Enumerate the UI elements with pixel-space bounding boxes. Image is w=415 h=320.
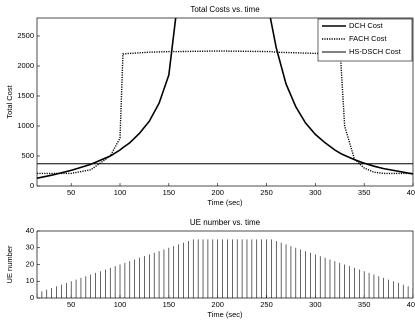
x-tick-label: 50 [67, 300, 75, 309]
x-tick-label: 50 [67, 188, 75, 197]
y-tick-label: 1500 [17, 91, 34, 100]
x-tick-label: 400 [407, 300, 415, 309]
x-tick-label: 200 [211, 300, 224, 309]
y-axis-label: UE number [5, 245, 14, 283]
x-tick-label: 300 [309, 300, 322, 309]
panel: UE number vs. time Time (sec) UE number 50 1… [5, 218, 415, 319]
x-tick-label: 400 [407, 188, 415, 197]
series-line [37, 18, 413, 179]
x-tick-label: 200 [211, 188, 224, 197]
x-tick-label: 250 [260, 300, 273, 309]
y-tick-label: 2000 [17, 61, 34, 70]
y-tick-label: 2500 [17, 31, 34, 40]
x-tick-label: 350 [358, 300, 371, 309]
y-tick-label: 40 [26, 226, 34, 235]
y-tick-label: 500 [21, 151, 34, 160]
y-tick-label: 20 [26, 259, 34, 268]
y-tick-label: 1000 [17, 121, 34, 130]
x-tick-label: 350 [358, 188, 371, 197]
x-tick-label: 100 [114, 188, 127, 197]
x-tick-label: 250 [260, 188, 273, 197]
y-axis-label: Total Cost [5, 84, 14, 118]
y-tick-label: 0 [30, 293, 34, 302]
x-axis-label: Time (sec) [207, 310, 243, 319]
chart-title: UE number vs. time [190, 218, 261, 227]
panel: Total Costs vs. time Time (sec) Total Cost… [5, 5, 415, 207]
x-tick-label: 150 [163, 300, 176, 309]
x-tick-label: 150 [163, 188, 176, 197]
y-tick-label: 0 [30, 181, 34, 190]
x-tick-label: 300 [309, 188, 322, 197]
legend-label: DCH Cost [349, 21, 384, 30]
y-tick-label: 10 [26, 276, 34, 285]
chart-title: Total Costs vs. time [190, 5, 260, 14]
y-tick-label: 30 [26, 243, 34, 252]
legend-label: HS-DSCH Cost [349, 47, 402, 56]
plot-area [36, 230, 414, 299]
legend-label: FACH Cost [349, 34, 387, 43]
x-axis-label: Time (sec) [207, 198, 243, 207]
x-tick-label: 100 [114, 300, 127, 309]
